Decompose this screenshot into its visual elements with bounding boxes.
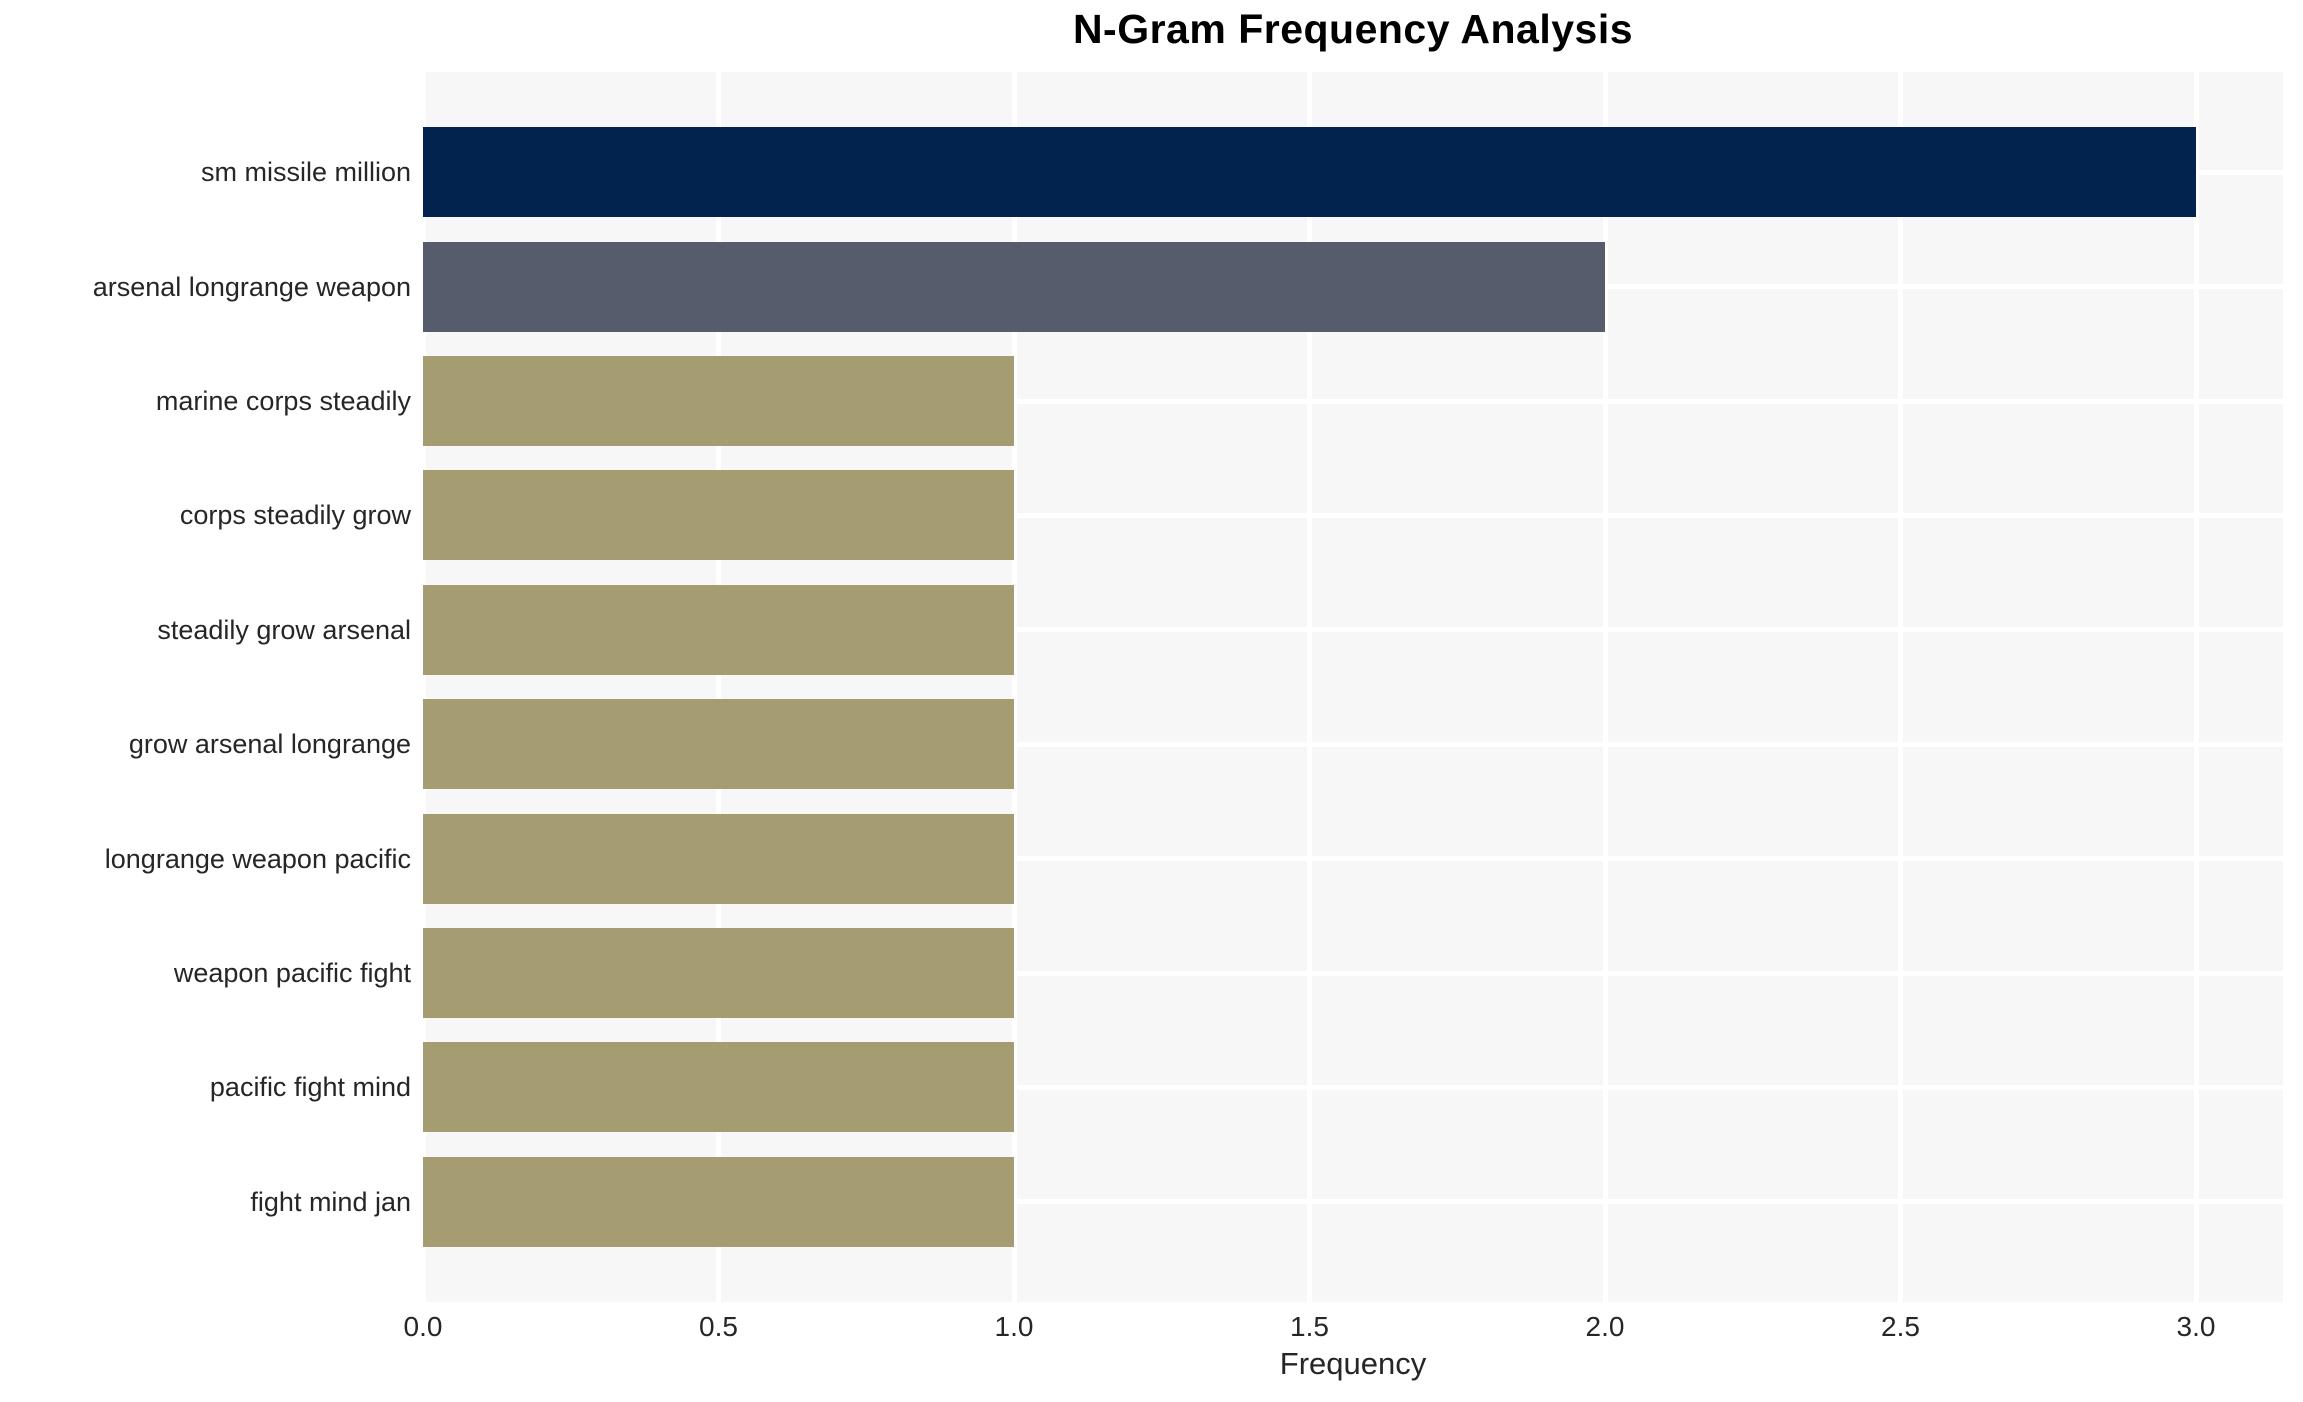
x-tick-label: 1.0 bbox=[994, 1311, 1034, 1342]
bar-weapon-pacific-fight bbox=[423, 928, 1014, 1018]
bar-arsenal-longrange-weapon bbox=[423, 241, 1605, 332]
x-tick-label: 2.5 bbox=[1881, 1311, 1920, 1342]
x-tick-label: 1.5 bbox=[1290, 1311, 1329, 1342]
gridline-horizontal bbox=[423, 398, 2283, 404]
gridline-vertical bbox=[716, 72, 721, 1302]
gridline-vertical bbox=[1011, 72, 1017, 1302]
gridline-horizontal bbox=[423, 1199, 2283, 1205]
gridline-horizontal bbox=[423, 856, 2283, 862]
gridline-vertical bbox=[1898, 72, 1903, 1302]
y-tick-label: steadily grow arsenal bbox=[157, 614, 411, 645]
x-tick-label: 3.0 bbox=[2176, 1311, 2216, 1342]
y-tick-label: marine corps steadily bbox=[155, 386, 411, 416]
bar-steadily-grow-arsenal bbox=[423, 584, 1014, 675]
bar-corps-steadily-grow bbox=[423, 470, 1014, 561]
y-tick-label: sm missile million bbox=[200, 157, 411, 188]
bar-fight-mind-jan bbox=[423, 1156, 1014, 1247]
plot-area bbox=[420, 72, 2283, 1302]
gridline-horizontal bbox=[423, 741, 2283, 747]
gridline-vertical bbox=[1307, 72, 1312, 1302]
x-tick-label: 0.0 bbox=[403, 1311, 443, 1342]
bar-marine-corps-steadily bbox=[423, 356, 1014, 446]
y-tick-label: pacific fight mind bbox=[209, 1072, 411, 1103]
gridline-vertical bbox=[2193, 72, 2199, 1302]
gridline-vertical bbox=[420, 72, 426, 1302]
gridline-horizontal bbox=[423, 627, 2283, 633]
bar-pacific-fight-mind bbox=[423, 1042, 1014, 1133]
gridline-horizontal bbox=[423, 1084, 2283, 1090]
y-tick-label: weapon pacific fight bbox=[173, 958, 411, 988]
x-tick-label: 2.0 bbox=[1585, 1311, 1625, 1342]
bar-sm-missile-million bbox=[423, 127, 2196, 218]
gridline-vertical bbox=[1602, 72, 1608, 1302]
y-tick-label: fight mind jan bbox=[250, 1186, 411, 1217]
x-axis-label: Frequency bbox=[1279, 1346, 1427, 1381]
y-tick-label: grow arsenal longrange bbox=[128, 729, 411, 760]
bar-grow-arsenal-longrange bbox=[423, 699, 1014, 790]
gridline-horizontal bbox=[423, 970, 2283, 976]
bar-longrange-weapon-pacific bbox=[423, 813, 1014, 904]
y-tick-label: longrange weapon pacific bbox=[104, 843, 411, 874]
x-tick-label: 0.5 bbox=[699, 1311, 738, 1342]
y-tick-label: arsenal longrange weapon bbox=[92, 271, 411, 302]
chart-title: N-Gram Frequency Analysis bbox=[1072, 6, 1634, 52]
y-tick-label: corps steadily grow bbox=[179, 500, 411, 531]
gridline-horizontal bbox=[423, 512, 2283, 518]
